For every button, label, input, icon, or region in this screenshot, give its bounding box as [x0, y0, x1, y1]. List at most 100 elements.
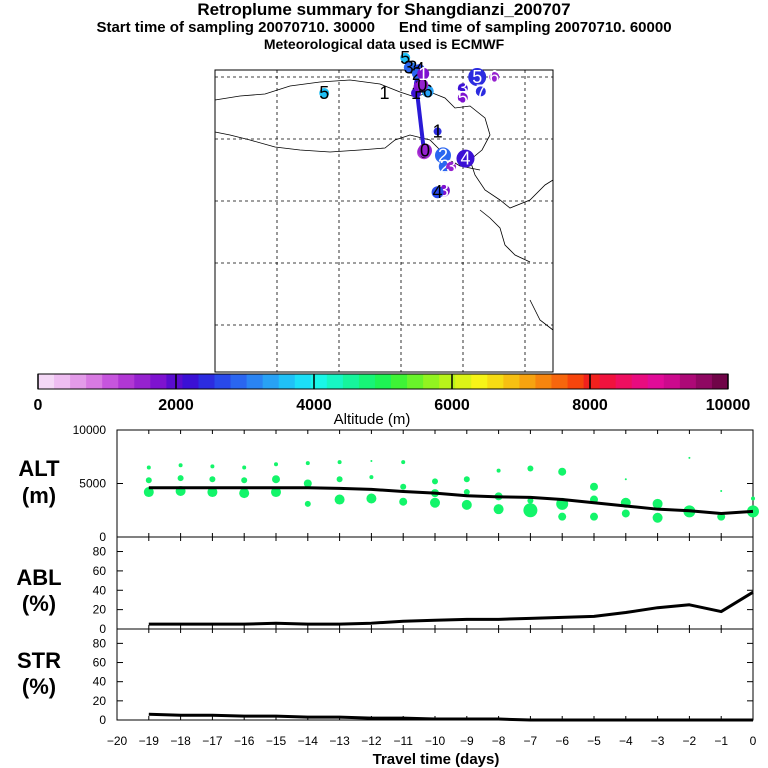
- x-tick-label: −15: [266, 734, 287, 748]
- colorbar-swatch: [134, 374, 151, 389]
- chart-title: Retroplume summary for Shangdianzi_20070…: [197, 0, 571, 19]
- plume-day-label: 4: [433, 182, 443, 202]
- altitude-point: [304, 500, 311, 507]
- x-tick-label: −20: [107, 734, 128, 748]
- plume-day-label: 1: [433, 121, 443, 141]
- str-y-tick-label: 40: [93, 675, 107, 689]
- abl-y-tick-label: 60: [93, 564, 107, 578]
- x-tick-label: −19: [139, 734, 160, 748]
- abl-y-tick-label: 80: [93, 545, 107, 559]
- altitude-point: [527, 497, 534, 504]
- alt-label: ALT: [18, 456, 60, 481]
- plume-marker: [319, 88, 330, 98]
- plume-day-label: 1: [418, 64, 428, 84]
- altitude-point: [399, 497, 408, 506]
- str-y-tick-label: 20: [93, 694, 107, 708]
- abl-panel: 0 20 40 60 80: [93, 536, 754, 636]
- altitude-point: [241, 477, 248, 484]
- colorbar-swatch: [423, 374, 440, 389]
- altitude-point: [271, 487, 281, 498]
- met-data-label: Meteorological data used is ECMWF: [263, 36, 505, 52]
- coastline: [479, 209, 531, 263]
- colorbar-swatch: [631, 374, 649, 389]
- altitude-point: [305, 461, 310, 466]
- abl-y-tick-label: 20: [93, 603, 107, 617]
- panel-labels: ALT (m) ABL (%) STR (%): [16, 456, 61, 699]
- alt-panel: 0 5000 10000: [73, 423, 759, 544]
- colorbar-swatch: [535, 374, 552, 389]
- plume-day-label: 6: [423, 81, 433, 101]
- altitude-point: [210, 464, 215, 469]
- colorbar-swatch: [471, 374, 488, 389]
- str-y-tick-label: 0: [99, 713, 106, 727]
- altitude-point: [624, 478, 627, 481]
- altitude-point: [239, 488, 250, 499]
- alt-y-tick-label: 0: [99, 530, 106, 544]
- plume-day-label: 5: [319, 83, 329, 103]
- altitude-point: [370, 460, 373, 463]
- plume-day-label: 4: [415, 59, 425, 79]
- colorbar-swatch: [679, 374, 697, 389]
- coastline: [214, 79, 554, 209]
- colorbar-swatch: [503, 374, 520, 389]
- plume-day-label: 3: [439, 181, 449, 201]
- altitude-point: [146, 465, 151, 470]
- title-block: Retroplume summary for Shangdianzi_20070…: [0, 0, 768, 51]
- altitude-point: [143, 487, 154, 498]
- colorbar-swatch: [166, 374, 183, 389]
- plume-marker: [456, 149, 475, 168]
- colorbar-swatch: [647, 374, 665, 389]
- abl-unit-label: (%): [22, 591, 56, 616]
- x-tick-label: −2: [683, 734, 697, 748]
- altitude-point: [590, 512, 598, 521]
- colorbar-swatch: [487, 374, 504, 389]
- abl-panel-frame: [116, 536, 754, 630]
- colorbar-swatch: [711, 374, 729, 389]
- altitude-point: [652, 512, 663, 523]
- colorbar-swatch: [198, 374, 215, 389]
- colorbar-swatch: [695, 374, 713, 389]
- str-panel: 0 20 40 60 80: [93, 628, 754, 727]
- plume-day-label: 0: [417, 75, 427, 95]
- x-axis-title: Travel time (days): [373, 751, 500, 768]
- altitude-point: [366, 493, 377, 504]
- colorbar-ticks: 0 2000 4000 6000 8000 10000: [34, 374, 750, 414]
- plume-marker: [457, 92, 468, 103]
- x-tick-label: −10: [425, 734, 446, 748]
- colorbar-swatch: [342, 374, 360, 389]
- colorbar-swatch: [551, 374, 568, 389]
- plume-marker: [400, 52, 411, 63]
- plume-day-label: 1: [379, 83, 389, 103]
- colorbar-swatch: [262, 374, 280, 389]
- alt-y-tick-label: 5000: [79, 477, 106, 491]
- x-tick-label: −11: [393, 734, 413, 748]
- colorbar-swatch: [374, 374, 392, 389]
- sampling-times: Start time of sampling 20070710. 30000 En…: [0, 19, 768, 37]
- coastline: [529, 299, 554, 331]
- colorbar-swatch: [407, 374, 424, 389]
- x-tick-label: −9: [460, 734, 474, 748]
- colorbar-swatch: [102, 374, 119, 389]
- x-tick-label: 0: [750, 734, 757, 748]
- colorbar-swatch: [150, 374, 167, 389]
- plume-marker: [433, 127, 442, 136]
- colorbar-tick-label: 0: [34, 397, 43, 414]
- plume-day-label: 7: [476, 81, 486, 101]
- altitude-point: [272, 475, 280, 484]
- plume-day-label: 5: [458, 88, 468, 108]
- plume-marker: [468, 68, 487, 86]
- colorbar-swatch: [391, 374, 408, 389]
- colorbar-swatch: [326, 374, 344, 389]
- altitude-point: [401, 460, 406, 465]
- colorbar-swatch: [439, 374, 456, 389]
- altitude-point: [590, 482, 598, 491]
- altitude-point: [493, 504, 504, 515]
- altitude-colorbar: [37, 373, 729, 390]
- altitude-point: [242, 465, 247, 470]
- abl-label: ABL: [16, 565, 61, 590]
- colorbar-swatch: [182, 374, 199, 389]
- altitude-point: [334, 494, 345, 505]
- start-time-label: Start time of sampling 20070710. 30000: [96, 19, 375, 36]
- colorbar-swatch: [663, 374, 681, 389]
